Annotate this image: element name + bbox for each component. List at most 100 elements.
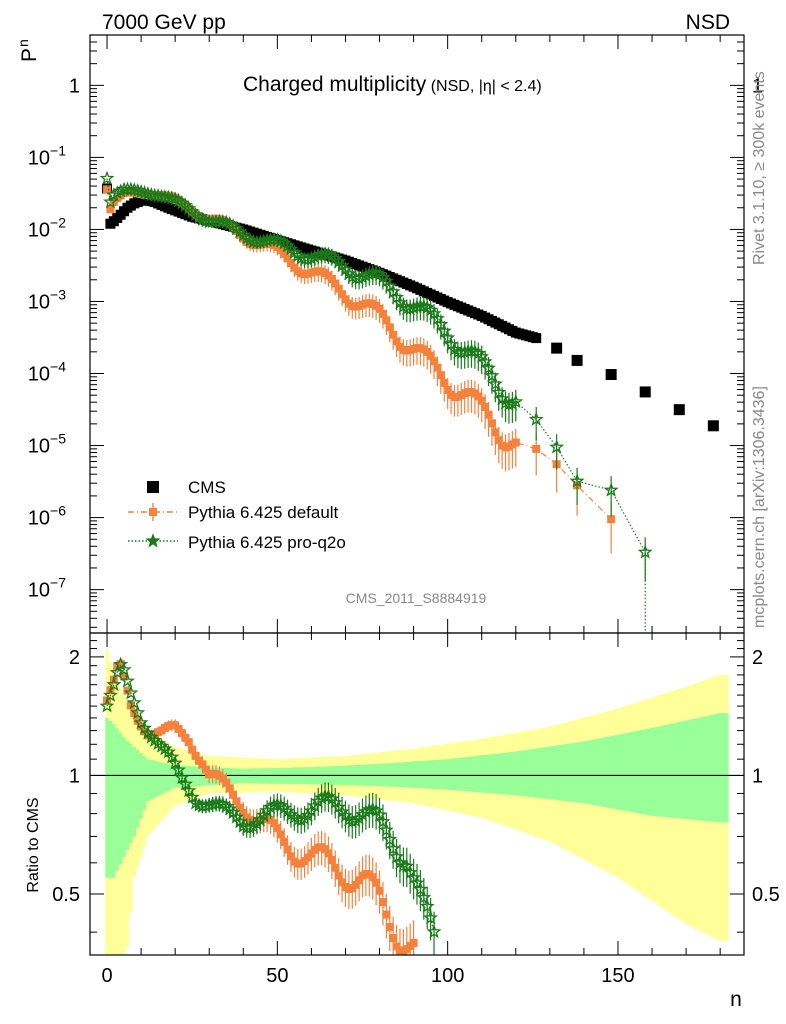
analysis-id-label: CMS_2011_S8884919 [346,590,487,606]
pythia-default-ratio-point [218,774,227,783]
pythia-proq2o-main-point [433,316,449,331]
pythia-proq2o-ratio-point [174,769,190,785]
plot-title: Charged multiplicity (NSD, |η| < 2.4) [243,73,542,96]
pythia-proq2o-main-point [99,170,115,185]
pythia-default-ratio-point [222,778,231,787]
series-pythia-default-main [103,185,616,554]
pythia-proq2o-main-point [477,353,493,369]
pythia-default-ratio-point [321,845,330,854]
pythia-default-main-point [474,392,483,401]
y-tick-label-main-right: 1 [752,75,763,97]
rivet-version-label: Rivet 3.1.10, ≥ 300k events [751,71,768,265]
plot-title-main: Charged multiplicity [243,73,427,96]
pythia-default-main-point [106,205,115,214]
pythia-default-ratio-point [286,852,295,861]
pythia-default-ratio-point [276,830,285,839]
pythia-proq2o-ratio-point [120,673,135,688]
pythia-default-ratio-point [334,871,343,880]
legend-entry-pythia-default: Pythia 6.425 default [128,503,339,522]
pythia-default-ratio-point [177,729,186,738]
pythia-proq2o-main-point [549,439,565,454]
y-tick-label-main: 10−4 [28,359,66,386]
pythia-default-ratio-point [331,863,340,872]
pythia-default-ratio-point [120,672,129,681]
axis-ticks [90,34,744,633]
pythia-proq2o-main-point [508,393,524,409]
pythia-default-ratio-point [382,910,391,919]
cms-point [571,354,583,366]
legend-marker-cms [147,481,159,493]
cms-point [639,386,651,398]
x-tick-label: 0 [101,965,112,987]
pythia-default-main-point [511,438,520,447]
ratio-panel-frame [89,632,745,956]
y-tick-label-main: 1 [69,75,80,97]
y-tick-label-main: 10−3 [28,286,66,313]
pythia-default-main-point [103,185,112,194]
pythia-default-ratio-point [327,856,336,865]
pythia-proq2o-ratio-point [177,776,193,791]
pythia-proq2o-main-point [528,411,544,426]
pythia-default-main-point [477,396,486,405]
pythia-default-ratio-point [409,938,418,947]
pythia-default-main-point [532,444,541,453]
pythia-proq2o-ratio-point [113,656,129,671]
pythia-proq2o-ratio-point [171,762,187,777]
pythia-proq2o-ratio-point [375,813,391,828]
pythia-proq2o-ratio-point [402,864,418,879]
pythia-default-main-line [106,189,612,520]
energy-label: 7000 GeV pp [102,11,226,34]
pythia-proq2o-ratio-point [102,687,118,702]
pythia-proq2o-ratio-point [399,858,415,873]
pythia-default-main-point [426,351,435,360]
series-pythia-proq2o-ratio [99,656,442,955]
pythia-default-ratio-point [372,878,381,887]
ratio-panel: 0 50 100 150 0.5 0.5 1 1 2 2 [52,633,780,987]
pythia-default-main-point [280,249,289,258]
pythia-default-main-point [491,428,500,437]
pythia-default-ratio-point [273,824,282,833]
pythia-proq2o-main-point [637,544,653,559]
pythia-default-ratio-point [239,808,248,817]
pythia-proq2o-ratio-point [409,875,425,890]
legend: CMS Pythia 6.425 default Pythia 6.425 pr… [128,478,346,552]
y-tick-label-ratio-right: 2 [752,647,763,669]
series-pythia-proq2o-main [99,170,653,633]
y-tick-label-main: 10−2 [28,214,66,241]
pythia-default-main-point [433,363,442,372]
pythia-default-main-point [607,515,616,524]
pythia-proq2o-main-point [436,323,452,338]
pythia-proq2o-ratio-point [406,870,422,885]
pythia-default-ratio-point [378,898,387,907]
pythia-default-main-point [389,330,398,339]
pythia-default-main-point [338,290,347,299]
pythia-proq2o-main-point [487,376,503,391]
pythia-proq2o-ratio-point [389,849,405,864]
y-tick-label-main: 10−1 [28,142,66,169]
pythia-default-ratio-point [338,878,347,887]
pythia-proq2o-ratio-point [130,705,146,720]
pythia-default-main-point [286,259,295,268]
pythia-default-main-point [334,284,343,293]
pythia-default-ratio-point [116,659,125,668]
pythia-proq2o-ratio-point [222,801,238,816]
pythia-proq2o-ratio-point [419,898,435,913]
pythia-proq2o-ratio-point [334,804,350,819]
pythia-proq2o-main-point [389,289,405,304]
pythia-proq2o-ratio-point [382,831,398,846]
pythia-default-ratio-point [235,803,244,812]
pythia-default-ratio-point [283,845,292,854]
pythia-default-main-point [327,275,336,284]
pythia-default-ratio-point [232,797,241,806]
pythia-proq2o-main-point [382,278,398,293]
x-tick-label: 100 [431,965,464,987]
y-tick-label-ratio: 0.5 [52,884,80,906]
pythia-proq2o-ratio-point [423,910,439,925]
pythia-default-ratio-point [225,784,234,793]
pythia-proq2o-ratio-point [106,676,122,692]
pythia-default-main-point [283,254,292,263]
pythia-proq2o-ratio-point [372,806,387,822]
pythia-default-main-point [443,385,452,394]
legend-marker-pythia-proq2o [145,533,161,548]
